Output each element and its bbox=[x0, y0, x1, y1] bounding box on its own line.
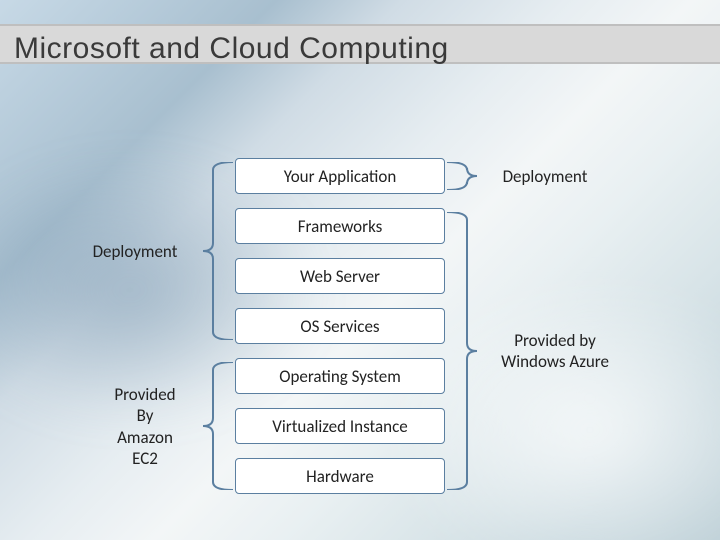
label-deployment-left: Deployment bbox=[75, 241, 195, 262]
bracket-right-top bbox=[447, 162, 477, 190]
page-title: Microsoft and Cloud Computing bbox=[14, 32, 449, 66]
label-deployment-right: Deployment bbox=[485, 166, 605, 187]
box-web-server: Web Server bbox=[235, 258, 445, 294]
box-frameworks: Frameworks bbox=[235, 208, 445, 244]
box-operating-system: Operating System bbox=[235, 358, 445, 394]
bracket-left-mid bbox=[203, 162, 233, 340]
label-provided-by-ec2: Provided By Amazon EC2 bbox=[95, 384, 195, 469]
label-provided-by-azure: Provided by Windows Azure bbox=[485, 330, 625, 373]
box-os-services: OS Services bbox=[235, 308, 445, 344]
layer-stack: Your Application Frameworks Web Server O… bbox=[235, 158, 445, 508]
box-your-application: Your Application bbox=[235, 158, 445, 194]
bracket-left-bottom bbox=[203, 362, 233, 490]
box-virtualized-instance: Virtualized Instance bbox=[235, 408, 445, 444]
box-hardware: Hardware bbox=[235, 458, 445, 494]
title-bar: Microsoft and Cloud Computing bbox=[0, 24, 720, 64]
bracket-right-mid bbox=[447, 212, 477, 490]
